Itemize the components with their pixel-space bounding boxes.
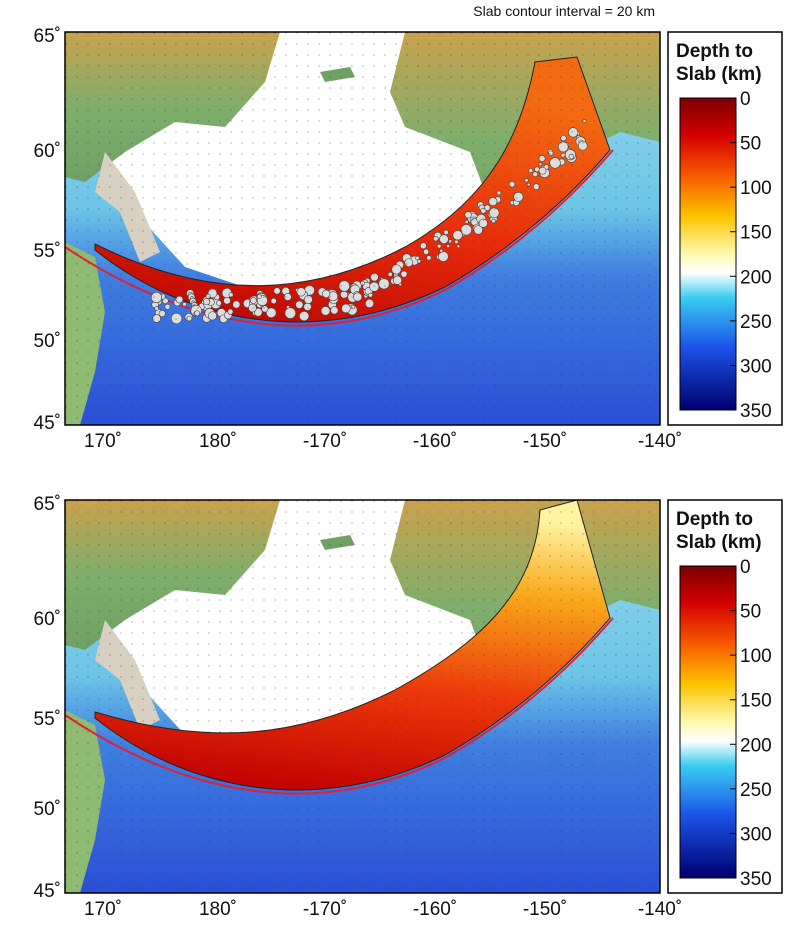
- colorbar-tick-label: 300: [740, 356, 772, 377]
- colorbar-tick-label: 150: [740, 691, 772, 712]
- colorbar-tick-label: 50: [740, 134, 761, 155]
- lon-tick-label: -170˚: [303, 431, 347, 452]
- colorbar-title: Slab (km): [676, 532, 762, 553]
- lat-tick-label: 50˚: [34, 799, 61, 820]
- colorbar-tick-label: 200: [740, 735, 772, 756]
- colorbar-title: Depth to: [676, 41, 753, 62]
- lat-tick-label: 50˚: [34, 331, 61, 352]
- annotation: Slab contour interval = 20 km: [473, 3, 655, 19]
- colorbar-tick-label: 250: [740, 780, 772, 801]
- lon-tick-label: -140˚: [638, 899, 682, 920]
- colorbar-tick-label: 150: [740, 223, 772, 244]
- graticule: [65, 500, 660, 893]
- map-panel: [64, 499, 661, 894]
- map-frame: [64, 31, 661, 426]
- graticule: [65, 32, 660, 425]
- colorbar-gradient: [679, 97, 737, 411]
- lat-tick-label: 45˚: [34, 881, 61, 902]
- lat-tick-label: 55˚: [34, 709, 61, 730]
- lat-tick-label: 60˚: [34, 141, 61, 162]
- map-content: [65, 32, 660, 425]
- colorbar-tick-label: 100: [740, 646, 772, 667]
- colorbar-tick-label: 0: [740, 89, 751, 110]
- colorbar-title: Depth to: [676, 509, 753, 530]
- colorbar-tick-label: 50: [740, 602, 761, 623]
- map-frame: [64, 499, 661, 894]
- map-content: [65, 500, 660, 893]
- lon-tick-label: -160˚: [413, 431, 457, 452]
- lon-tick-label: -150˚: [523, 899, 567, 920]
- lat-tick-label: 60˚: [34, 609, 61, 630]
- colorbar-tick-label: 350: [740, 401, 772, 422]
- lon-tick-label: 180˚: [199, 899, 237, 920]
- lat-tick-label: 45˚: [34, 413, 61, 434]
- colorbar-tick-label: 0: [740, 557, 751, 578]
- lon-tick-label: 180˚: [199, 431, 237, 452]
- colorbar-tick-label: 350: [740, 869, 772, 890]
- lon-tick-label: 170˚: [84, 899, 122, 920]
- lon-tick-label: 170˚: [84, 431, 122, 452]
- lat-tick-label: 55˚: [34, 241, 61, 262]
- lon-tick-label: -150˚: [523, 431, 567, 452]
- colorbar-tick-label: 200: [740, 267, 772, 288]
- lon-tick-label: -140˚: [638, 431, 682, 452]
- lon-tick-label: -170˚: [303, 899, 347, 920]
- colorbar-tick-label: 100: [740, 178, 772, 199]
- lat-tick-label: 65˚: [34, 26, 61, 47]
- colorbar-gradient: [679, 565, 737, 879]
- lat-tick-label: 65˚: [34, 494, 61, 515]
- colorbar-tick-label: 250: [740, 312, 772, 333]
- map-panel: [64, 31, 661, 426]
- lon-tick-label: -160˚: [413, 899, 457, 920]
- colorbar-title: Slab (km): [676, 64, 762, 85]
- colorbar-tick-label: 300: [740, 824, 772, 845]
